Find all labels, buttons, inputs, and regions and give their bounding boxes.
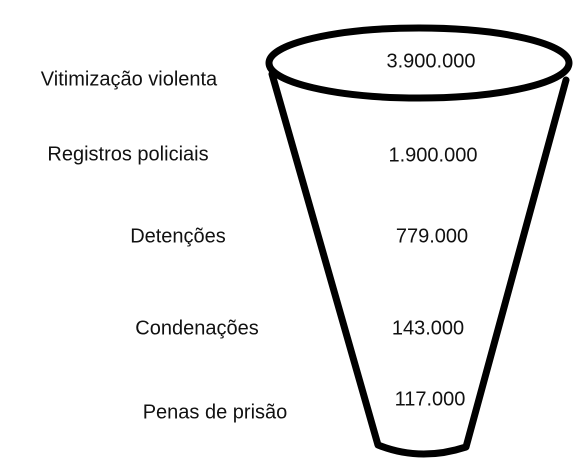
stage-value: 1.900.000: [389, 144, 478, 166]
stage-label: Registros policiais: [47, 143, 208, 165]
stage-value: 117.000: [395, 388, 466, 410]
funnel-top: [265, 24, 573, 102]
stage-value: 143.000: [392, 317, 464, 339]
stage-label: Penas de prisão: [143, 401, 288, 423]
funnel-shape: [265, 24, 573, 458]
stage-label: Condenações: [135, 317, 258, 339]
funnel-body: [268, 70, 570, 458]
stage-label: Detenções: [130, 225, 226, 247]
stage-value: 779.000: [396, 225, 468, 247]
stage-label: Vitimização violenta: [41, 68, 218, 90]
stage-value: 3.900.000: [387, 50, 476, 72]
